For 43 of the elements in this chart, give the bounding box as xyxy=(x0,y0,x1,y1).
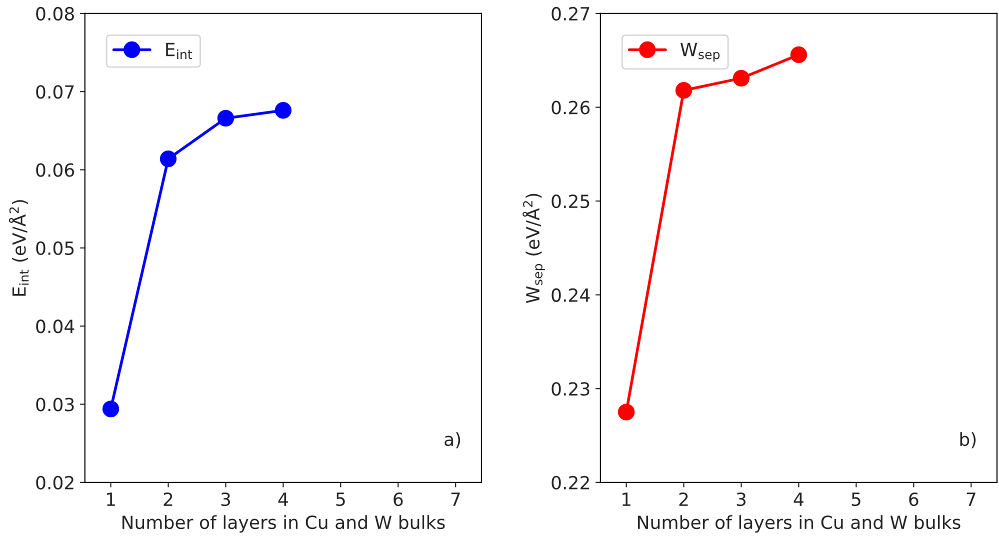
y-axis-title: W$_{sep}$ (eV/Å$^{2}$) xyxy=(522,194,545,304)
y-tick-label: 0.04 xyxy=(36,320,74,334)
x-tick-label: 3 xyxy=(736,492,746,506)
point xyxy=(675,82,692,99)
y-tick-label: 0.24 xyxy=(552,288,590,302)
y-tick-label: 0.07 xyxy=(36,85,74,99)
x-axis-title: Number of layers in Cu and W bulks xyxy=(122,515,445,533)
point xyxy=(274,102,292,119)
y-tick-label: 0.06 xyxy=(36,163,74,177)
y-tick-label: 0.27 xyxy=(552,6,590,21)
y-tick-label: 0.08 xyxy=(36,6,74,21)
annotation: a) xyxy=(444,432,460,448)
x-tick-label: 2 xyxy=(679,492,688,506)
point xyxy=(618,404,635,420)
y-tick-label: 0.05 xyxy=(36,241,74,256)
y-tick-label: 0.02 xyxy=(36,476,74,490)
y-tick-label: 0.22 xyxy=(552,476,589,490)
x-tick-label: 6 xyxy=(394,492,403,506)
y-tick-label: 0.25 xyxy=(552,194,590,208)
point xyxy=(217,110,234,127)
y-tick-label: 0.26 xyxy=(552,100,590,114)
x-tick-label: 1 xyxy=(622,492,630,506)
point xyxy=(160,150,177,168)
point xyxy=(790,46,808,64)
y-axis-title: E$_{int}$ (eV/Å$^{2}$) xyxy=(8,200,29,296)
x-axis-title: Number of layers in Cu and W bulks xyxy=(638,515,960,533)
annotation: b) xyxy=(960,432,976,448)
point xyxy=(732,70,750,87)
point xyxy=(102,400,120,418)
x-tick-label: 4 xyxy=(794,492,804,506)
x-tick-label: 2 xyxy=(164,492,172,506)
legend-label: E$_{int}$ xyxy=(166,42,192,60)
y-tick-label: 0.03 xyxy=(36,398,74,412)
x-tick-label: 3 xyxy=(221,492,230,506)
x-tick-label: 5 xyxy=(336,492,345,506)
x-tick-label: 5 xyxy=(852,492,860,506)
x-tick-label: 6 xyxy=(909,492,918,506)
x-tick-label: 7 xyxy=(966,492,976,506)
y-tick-label: 0.23 xyxy=(552,382,590,396)
x-tick-label: 1 xyxy=(107,492,115,506)
x-tick-label: 4 xyxy=(278,492,288,506)
x-tick-label: 7 xyxy=(451,492,460,506)
legend-label: W$_{sep}$ xyxy=(680,42,720,62)
